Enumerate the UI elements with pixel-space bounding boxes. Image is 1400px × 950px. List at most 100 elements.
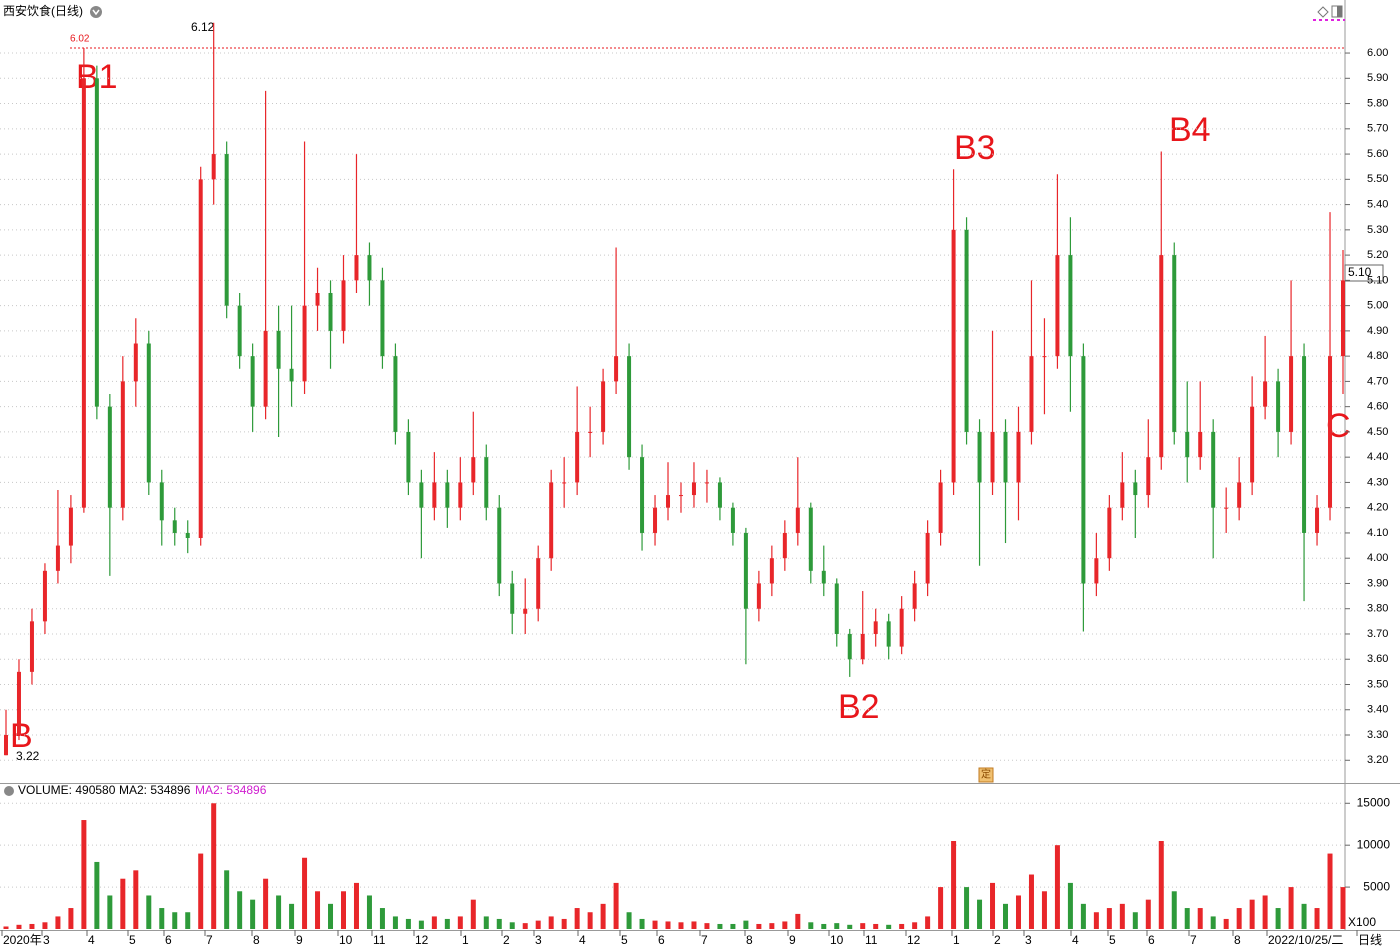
candle-body	[1250, 406, 1255, 483]
candle-body	[302, 305, 307, 382]
volume-bar	[68, 908, 74, 929]
volume-bar	[1184, 908, 1190, 929]
icon-box[interactable]	[978, 767, 994, 783]
diamond-icon[interactable]	[1317, 6, 1329, 18]
volume-header: VOLUME: 490580	[18, 783, 116, 797]
candle-body	[133, 343, 138, 382]
high-label: 6.12	[191, 20, 215, 34]
candle-body	[107, 406, 112, 508]
volume-bar	[1275, 908, 1281, 929]
candle-body	[393, 356, 398, 432]
candle-body	[743, 532, 748, 609]
volume-bar	[548, 916, 554, 929]
current-price: 5.10	[1348, 265, 1372, 279]
volume-bar	[769, 923, 775, 929]
candle-body	[925, 532, 930, 584]
volume-bar	[613, 882, 619, 929]
volume-bar	[55, 916, 61, 929]
x-tick-label: 11	[373, 933, 386, 947]
candle-body	[263, 330, 268, 407]
volume-bar	[16, 924, 22, 929]
volume-bar	[717, 923, 723, 929]
x-tick-label: 7	[701, 933, 708, 947]
volume-bar	[444, 918, 450, 929]
y-tick-label: 3.40	[1367, 704, 1388, 716]
y-tick-label: 4.80	[1367, 350, 1388, 362]
y-tick-label: 4.90	[1367, 325, 1388, 337]
candle-body	[1042, 356, 1047, 358]
volume-dropdown[interactable]	[4, 786, 14, 796]
y-tick-label: 15000	[1357, 795, 1391, 809]
candle-body	[510, 583, 515, 614]
candle-body	[627, 356, 632, 458]
candle-body	[341, 280, 346, 331]
candle-body	[912, 583, 917, 609]
volume-bar	[107, 895, 113, 929]
candle-body	[276, 330, 281, 369]
volume-bar	[1314, 908, 1320, 929]
y-tick-label: 4.10	[1367, 527, 1388, 539]
volume-bar	[665, 921, 671, 929]
candle-body	[523, 608, 528, 614]
volume-bar	[509, 922, 515, 929]
volume-bar	[821, 923, 827, 929]
volume-bar	[1301, 903, 1307, 929]
candle-body	[1224, 507, 1229, 509]
y-tick-label: 4.60	[1367, 401, 1388, 413]
candle-body	[81, 78, 86, 508]
volume-bar	[1106, 908, 1112, 929]
volume-bar	[587, 912, 593, 929]
x-tick-label: 2	[503, 933, 510, 947]
volume-bar	[431, 916, 437, 929]
candle-body	[821, 570, 826, 584]
candle-body	[328, 292, 333, 331]
volume-bar	[159, 908, 165, 929]
volume-bar	[120, 878, 126, 929]
volume-bar	[964, 887, 970, 929]
volume-bar	[1015, 895, 1021, 929]
y-tick-label: 3.30	[1367, 729, 1388, 741]
x-tick-label: 1	[462, 933, 469, 947]
candle-body	[678, 495, 683, 497]
volume-bar	[1249, 899, 1255, 929]
panel-icon-fill	[1337, 6, 1342, 17]
volume-bar	[263, 878, 269, 929]
volume-unit: X100	[1348, 915, 1376, 929]
title-dropdown[interactable]	[90, 6, 102, 18]
volume-bar	[250, 899, 256, 929]
candle-body	[1263, 381, 1268, 407]
volume-bar	[302, 857, 308, 929]
volume-bar	[1197, 908, 1203, 929]
volume-bar	[808, 922, 814, 929]
x-tick-label: 12	[907, 933, 921, 947]
candle-body	[795, 507, 800, 533]
candle-body	[691, 482, 696, 496]
volume-bar	[535, 920, 541, 929]
candle-body	[653, 507, 658, 533]
y-tick-label: 5.00	[1367, 300, 1388, 312]
volume-bar	[1119, 903, 1125, 929]
y-tick-label: 3.80	[1367, 603, 1388, 615]
candle-body	[445, 482, 450, 508]
candle-body	[1237, 482, 1242, 508]
y-tick-label: 5.80	[1367, 97, 1388, 109]
candle-body	[886, 621, 891, 647]
candle-body	[1107, 507, 1112, 559]
y-tick-label: 4.30	[1367, 476, 1388, 488]
candle-body	[1328, 356, 1333, 508]
volume-bar	[886, 924, 892, 929]
volume-bar	[1288, 887, 1294, 929]
candle-body	[224, 154, 229, 306]
volume-bar	[847, 924, 853, 929]
candle-body	[1003, 431, 1008, 483]
candle-body	[497, 507, 502, 584]
candle-body	[1341, 280, 1345, 357]
volume-bar	[977, 899, 983, 929]
candle-body	[250, 356, 255, 407]
candle-body	[16, 671, 21, 736]
x-tick-label: 8	[253, 933, 260, 947]
candle-body	[1016, 431, 1021, 483]
volume-bar	[782, 921, 788, 929]
candle-body	[575, 431, 580, 483]
candle-body	[1198, 431, 1203, 458]
